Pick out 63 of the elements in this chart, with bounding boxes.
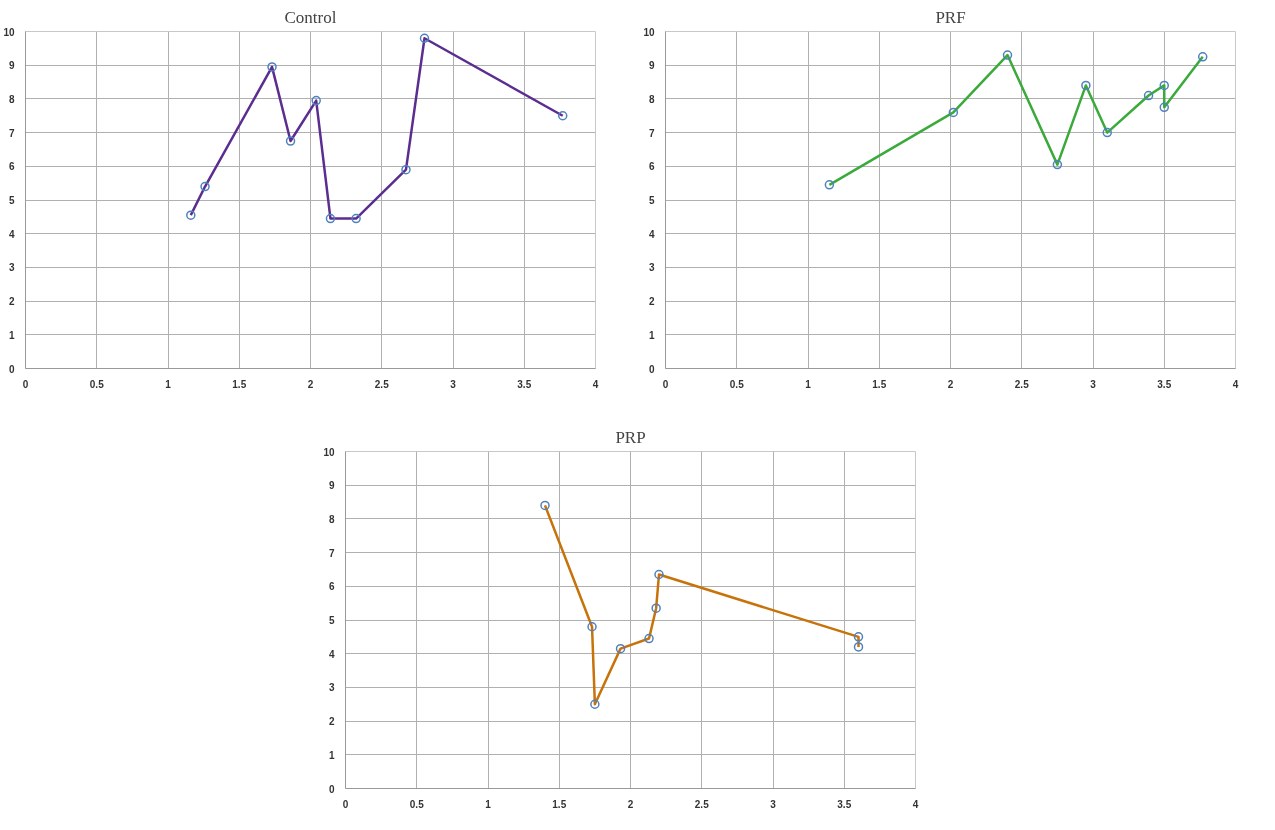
x-tick-label: 1.5 <box>552 798 567 810</box>
y-tick-label: 7 <box>8 127 15 139</box>
x-tick-label: 3 <box>450 378 457 390</box>
x-tick-label: 1.5 <box>232 378 247 390</box>
y-tick-label: 10 <box>3 26 15 38</box>
x-tick-label: 2 <box>627 798 634 810</box>
y-tick-label: 4 <box>328 648 335 660</box>
x-tick-label: 3 <box>770 798 777 810</box>
y-tick-label: 1 <box>8 329 15 341</box>
y-tick-label: 2 <box>648 296 655 308</box>
x-tick-label: 3.5 <box>837 798 852 810</box>
y-tick-label: 0 <box>8 363 15 375</box>
y-tick-label: 1 <box>328 749 335 761</box>
y-tick-label: 5 <box>328 615 335 626</box>
y-tick-label: 4 <box>648 228 655 240</box>
x-tick-label: 0.5 <box>409 798 425 810</box>
y-tick-label: 0 <box>648 363 655 375</box>
x-tick-label: 0.5 <box>89 378 105 390</box>
y-tick-label: 4 <box>8 228 15 240</box>
y-tick-label: 2 <box>8 296 15 308</box>
x-tick-label: 2.5 <box>1014 378 1030 390</box>
y-tick-label: 6 <box>648 161 655 173</box>
x-tick-label: 3.5 <box>1157 378 1172 390</box>
x-tick-label: 0 <box>22 378 29 390</box>
x-tick-label: 0 <box>342 798 349 810</box>
y-tick-label: 1 <box>648 329 655 341</box>
y-tick-label: 9 <box>328 480 335 492</box>
x-tick-label: 3.5 <box>517 378 532 390</box>
x-tick-label: 2.5 <box>694 798 710 810</box>
x-tick-label: 0 <box>662 378 669 390</box>
chart-title: PRF <box>935 7 966 27</box>
x-tick-label: 2 <box>307 378 314 390</box>
x-tick-label: 4 <box>592 378 599 390</box>
y-tick-label: 10 <box>643 26 655 38</box>
x-tick-label: 1 <box>485 798 492 810</box>
y-tick-label: 10 <box>323 446 335 458</box>
y-tick-label: 7 <box>648 127 655 139</box>
y-tick-label: 3 <box>328 682 335 694</box>
x-tick-label: 4 <box>912 798 919 810</box>
x-tick-label: 3 <box>1090 378 1097 390</box>
y-tick-label: 6 <box>8 161 15 173</box>
chart-title: PRP <box>615 427 646 447</box>
chart-title: Control <box>284 7 337 27</box>
y-tick-label: 5 <box>8 195 15 206</box>
y-tick-label: 3 <box>8 262 15 274</box>
x-tick-label: 1.5 <box>872 378 887 390</box>
x-tick-label: 0.5 <box>729 378 745 390</box>
x-tick-label: 2 <box>947 378 954 390</box>
y-tick-label: 3 <box>648 262 655 274</box>
x-tick-label: 2.5 <box>374 378 390 390</box>
y-tick-label: 8 <box>8 93 15 105</box>
y-tick-label: 5 <box>648 195 655 206</box>
y-tick-label: 6 <box>328 581 335 593</box>
y-tick-label: 7 <box>328 547 335 559</box>
y-tick-label: 9 <box>648 60 655 72</box>
y-tick-label: 2 <box>328 716 335 728</box>
x-tick-label: 1 <box>165 378 172 390</box>
x-tick-label: 4 <box>1232 378 1239 390</box>
y-tick-label: 8 <box>328 513 335 525</box>
y-tick-label: 8 <box>648 93 655 105</box>
x-tick-label: 1 <box>805 378 812 390</box>
y-tick-label: 9 <box>8 60 15 72</box>
y-tick-label: 0 <box>328 783 335 795</box>
